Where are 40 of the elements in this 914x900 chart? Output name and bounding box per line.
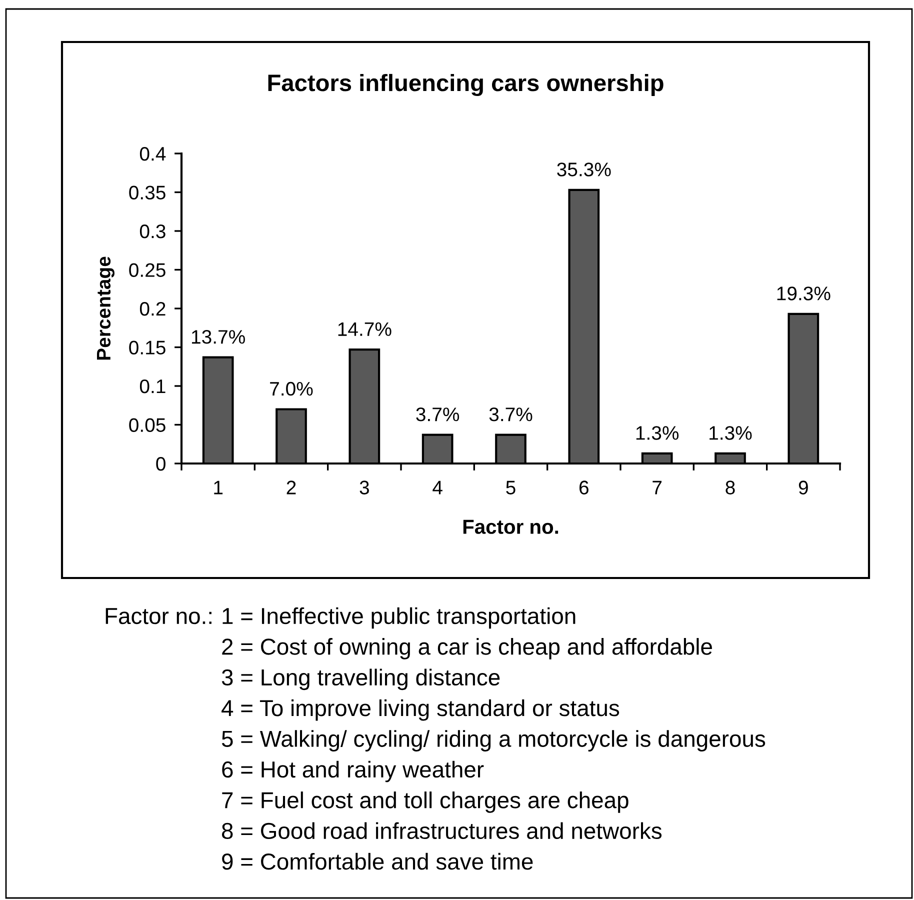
x-tick-label: 8: [726, 480, 735, 494]
data-label: 1.3%: [636, 426, 679, 440]
y-tick-label: 0.4: [140, 146, 166, 161]
x-tick-label: 9: [798, 480, 808, 494]
data-label: 35.3%: [557, 162, 611, 176]
y-tick-label: 0.1: [140, 379, 166, 394]
y-tick-label: 0: [156, 456, 166, 471]
x-tick-label: 2: [286, 480, 296, 494]
data-label: 14.7%: [338, 322, 392, 336]
data-label: 1.3%: [710, 426, 752, 440]
x-tick-label: 3: [360, 480, 369, 494]
data-label: 3.7%: [489, 407, 532, 422]
text: 9 = Comfortable and save time: [222, 852, 533, 870]
x-tick-label: 5: [506, 480, 516, 494]
data-label: 19.3%: [777, 286, 830, 300]
y-tick-label: 0.25: [129, 263, 166, 277]
x-tick-label: 6: [580, 480, 588, 494]
y-axis-title: Percentage: [96, 256, 114, 360]
text: 3 = Long travelling distance: [222, 668, 500, 690]
data-label: 7.0%: [270, 382, 313, 396]
text: Factor no.:: [106, 608, 212, 624]
text: 1 = Ineffective public transportation: [222, 607, 576, 629]
x-tick-label: 7: [652, 480, 662, 494]
data-label: 3.7%: [416, 407, 460, 422]
y-tick-label: 0.2: [140, 302, 166, 316]
x-axis-title: Factor no.: [463, 520, 558, 534]
y-tick-label: 0.15: [129, 340, 166, 354]
x-tick-label: 1: [214, 480, 223, 494]
x-tick-label: 4: [432, 480, 442, 494]
chart-title: Factors influencing cars ownership: [268, 74, 664, 96]
text: 4 = To improve living standard or status: [222, 699, 620, 721]
y-tick-label: 0.05: [129, 418, 166, 432]
data-label: 13.7%: [192, 330, 245, 344]
text: 6 = Hot and rainy weather: [222, 760, 484, 782]
y-tick-label: 0.35: [129, 186, 166, 200]
text: 2 = Cost of owning a car is cheap and affordable: [222, 638, 712, 660]
text: 5 = Walking/ cycling/ riding a motorcycle is dangerous: [222, 730, 766, 752]
text: 7 = Fuel cost and toll charges are cheap: [222, 792, 628, 813]
text: 8 = Good road infrastructures and networks: [222, 822, 662, 840]
y-tick-label: 0.3: [140, 224, 166, 238]
